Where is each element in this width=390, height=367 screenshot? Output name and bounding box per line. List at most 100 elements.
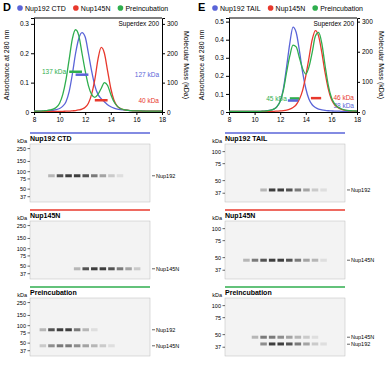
marker-tick: [223, 257, 226, 258]
tick: 18: [354, 112, 362, 123]
band: [226, 259, 233, 262]
band: [260, 342, 267, 345]
band: [286, 336, 293, 339]
marker-label: 150: [17, 312, 26, 318]
absorbance-line: [229, 32, 357, 111]
band: [260, 336, 267, 339]
tick-mark: [226, 94, 229, 95]
band: [243, 188, 250, 191]
tick: 200: [357, 48, 373, 55]
tick-label: 14: [303, 116, 311, 123]
marker-label: 100: [212, 226, 221, 232]
band: [226, 188, 233, 191]
axis-line: [35, 113, 163, 116]
legend-label: Preincubation: [320, 5, 363, 12]
marker-label: 150: [17, 158, 26, 164]
tick: 14: [303, 112, 311, 123]
mass-line: [311, 97, 321, 100]
tick-mark: [331, 112, 332, 115]
tick: 300: [357, 18, 373, 25]
tick: 8: [228, 112, 232, 123]
band: [252, 342, 259, 345]
mass-label: 45 kDa: [266, 95, 287, 102]
band-label-dash: [152, 345, 155, 346]
legend-marker: [212, 5, 218, 11]
marker-label: 50: [20, 340, 26, 346]
mass-label-group: 127 kDa: [134, 71, 161, 78]
marker-label: 50: [215, 178, 221, 184]
tick-mark: [357, 112, 360, 113]
tick-label: 10: [56, 116, 64, 123]
mass-line: [76, 73, 89, 76]
tick: 14: [108, 112, 116, 123]
band: [65, 174, 72, 177]
tick-label: 0.2: [215, 72, 224, 79]
gel-color-bar: [225, 132, 345, 134]
tick: 0.1: [20, 79, 34, 86]
absorbance-line: [229, 31, 357, 112]
axis-title: Absorbance at 280 nm: [198, 30, 205, 101]
marker-tick: [28, 315, 31, 316]
legend: Nup192 TAILNup145NPreincubation: [212, 5, 363, 13]
band: [243, 259, 250, 262]
marker-label: 100: [17, 246, 26, 252]
tick-label: 200: [362, 48, 373, 55]
band: [235, 336, 242, 339]
tick: 0.1: [215, 91, 229, 98]
tick-label: 18: [354, 116, 362, 123]
band: [235, 342, 242, 345]
tick: 0.3: [20, 20, 34, 27]
marker-label: 37: [20, 271, 26, 277]
axis-line: [230, 113, 358, 116]
mass-line: [69, 71, 82, 74]
tick: 18: [159, 112, 167, 123]
legend-marker: [17, 5, 23, 11]
gel-unit: kDa: [17, 292, 28, 298]
marker-label: 75: [20, 253, 26, 259]
tick-mark: [226, 40, 229, 41]
tick-label: 0.3: [215, 54, 224, 61]
band: [91, 174, 98, 177]
tick-mark: [226, 112, 229, 113]
tick: 0.2: [20, 50, 34, 57]
band: [277, 342, 284, 345]
band: [312, 336, 319, 339]
gel-unit: kDa: [212, 215, 223, 221]
marker-tick: [223, 347, 226, 348]
plot-frame: [34, 18, 162, 19]
band: [243, 342, 250, 345]
tick-mark: [226, 76, 229, 77]
marker-tick: [28, 332, 31, 333]
axis-title: Molecular Mass (kDa): [377, 31, 385, 99]
gel-background: [30, 144, 150, 202]
legend-marker: [312, 5, 318, 11]
tick-label: 0: [25, 109, 29, 116]
tick-label: 8: [228, 116, 232, 123]
tick-label: 8: [33, 116, 37, 123]
axis-title: Absorbance at 280 nm: [3, 30, 10, 101]
mass-label: 40 kDa: [138, 97, 159, 104]
band: [243, 336, 250, 339]
band: [74, 267, 81, 270]
band: [40, 174, 47, 177]
band: [57, 344, 64, 347]
marker-label: 37: [20, 194, 26, 200]
tick-label: 300: [362, 18, 373, 25]
band: [260, 259, 267, 262]
band: [40, 328, 47, 331]
marker-label: 75: [215, 315, 221, 321]
gel-unit: kDa: [212, 138, 223, 144]
axis: 0100200300: [357, 18, 373, 115]
band: [295, 336, 302, 339]
band-label-dash: [152, 329, 155, 330]
band: [31, 174, 38, 177]
band: [295, 342, 302, 345]
plot-area: [34, 30, 162, 112]
band: [91, 344, 98, 347]
gel-unit: kDa: [17, 215, 28, 221]
band: [74, 174, 81, 177]
absorbance-line: [229, 27, 357, 111]
marker-label: 250: [17, 300, 26, 306]
canvas: DNup192 CTDNup145NPreincubation810121416…: [0, 0, 390, 367]
band: [100, 344, 107, 347]
